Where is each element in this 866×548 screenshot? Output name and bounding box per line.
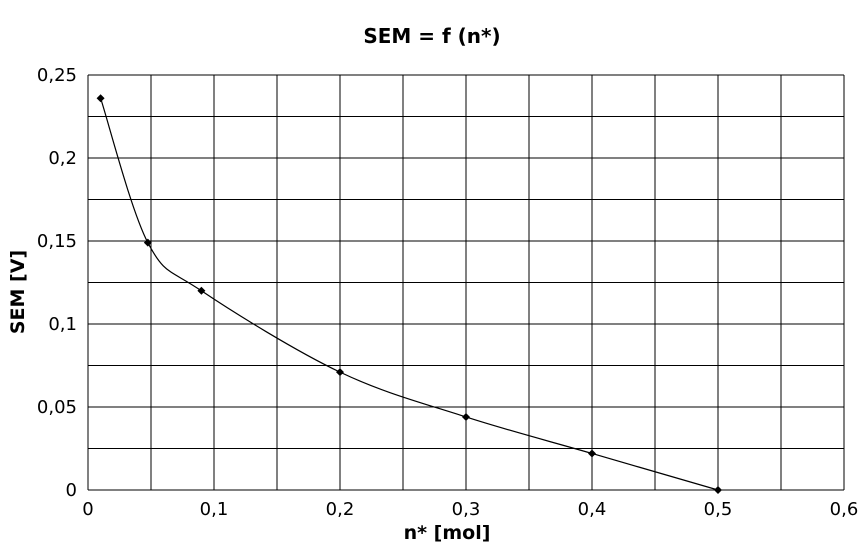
y-tick-label: 0,05 xyxy=(37,397,77,418)
data-point-marker xyxy=(197,286,206,295)
chart-grid xyxy=(87,74,845,491)
x-tick-label: 0 xyxy=(82,499,93,520)
y-axis-ticks: 0 0,05 0,1 0,15 0,2 0,25 xyxy=(37,65,77,501)
y-tick-label: 0,25 xyxy=(37,65,77,86)
x-tick-label: 0,4 xyxy=(578,499,607,520)
x-tick-label: 0,3 xyxy=(452,499,481,520)
y-tick-label: 0 xyxy=(66,480,77,501)
x-tick-label: 0,1 xyxy=(200,499,229,520)
y-tick-label: 0,15 xyxy=(37,231,77,252)
y-tick-label: 0,1 xyxy=(48,314,77,335)
x-axis-label: n* [mol] xyxy=(404,522,491,544)
x-tick-label: 0,5 xyxy=(704,499,733,520)
series-line xyxy=(100,98,719,491)
data-point-marker xyxy=(336,368,344,377)
data-point-marker xyxy=(143,238,152,247)
y-axis-label: SEM [V] xyxy=(7,250,29,334)
x-tick-label: 0,6 xyxy=(830,499,859,520)
series-points xyxy=(96,94,722,494)
data-point-marker xyxy=(96,94,105,103)
y-tick-label: 0,2 xyxy=(48,148,77,169)
data-point-marker xyxy=(588,449,596,458)
series-curve xyxy=(100,98,719,491)
chart-title: SEM = f (n*) xyxy=(363,24,500,48)
data-point-marker xyxy=(462,412,470,421)
x-axis-ticks: 0 0,1 0,2 0,3 0,4 0,5 0,6 xyxy=(82,499,858,520)
x-tick-label: 0,2 xyxy=(326,499,355,520)
data-point-marker xyxy=(714,486,722,494)
